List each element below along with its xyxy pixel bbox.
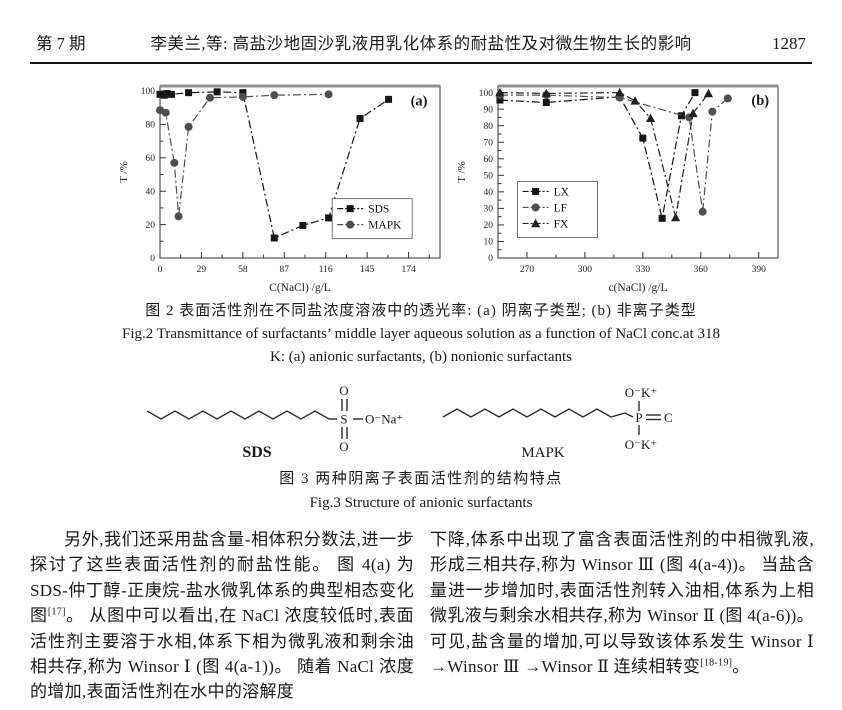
sds-atom-o-na: O⁻Na⁺ — [365, 412, 403, 427]
figure2-caption-en2: K: (a) anionic surfactants, (b) nonionic… — [270, 349, 572, 365]
svg-text:50: 50 — [484, 172, 494, 182]
mapk-atom-right: C — [664, 410, 673, 425]
figure2-charts: 0 29 58 87 116 145 174 0 20 40 60 80 100 C(NaCl) /g/L… — [60, 76, 842, 298]
svg-text:300: 300 — [578, 265, 593, 275]
body-text-segment: 下降,体系中出现了富含表面活性剂的中相微乳液,形成三相共存,称为 Winsor … — [430, 530, 814, 677]
page-header: 第 7 期 李美兰,等: 高盐沙地固沙乳液用乳化体系的耐盐性及对微生物生长的影响… — [0, 0, 842, 54]
svg-text:58: 58 — [238, 265, 248, 275]
x-axis-label: C(NaCl) /g/L — [269, 282, 331, 294]
svg-text:174: 174 — [401, 265, 416, 275]
legend-label-LF: LF — [554, 202, 567, 214]
svg-text:100: 100 — [479, 89, 494, 99]
legend-label-FX: FX — [554, 218, 569, 230]
page-number: 1287 — [772, 34, 806, 53]
citation-superscript: [18-19] — [700, 657, 733, 669]
mapk-atom-p: P — [635, 410, 642, 425]
sds-atom-s: S — [340, 412, 347, 427]
sds-bonds — [146, 399, 363, 439]
svg-text:330: 330 — [636, 265, 651, 275]
figure3-caption: 图 3 两种阴离子表面活性剂的结构特点 Fig.3 Structure of a… — [0, 467, 842, 515]
figure2-caption: 图 2 表面活性剂在不同盐浓度溶液中的透光率: (a) 阴离子类型; (b) 非… — [0, 300, 842, 369]
sds-atom-o-top: O — [339, 383, 348, 398]
svg-text:116: 116 — [319, 265, 333, 275]
citation-superscript: [17] — [47, 606, 66, 618]
legend-label-MAPK: MAPK — [368, 220, 402, 232]
svg-text:0: 0 — [488, 254, 493, 264]
x-axis-label: c(NaCl) /g/L — [608, 282, 667, 294]
body-left-column: 另外,我们还采用盐含量-相体积分数法,进一步探讨了这些表面活性剂的耐盐性能。 图… — [30, 527, 414, 705]
svg-text:87: 87 — [280, 265, 290, 275]
svg-text:0: 0 — [150, 254, 155, 264]
legend-label-LX: LX — [554, 186, 570, 198]
sds-structure-diagram: O S O O⁻Na⁺ SDS — [146, 383, 403, 461]
svg-text:100: 100 — [141, 87, 156, 97]
svg-text:60: 60 — [146, 154, 156, 164]
svg-text:0: 0 — [158, 265, 163, 275]
legend: SDS MAPK — [331, 198, 413, 240]
legend-label-SDS: SDS — [368, 204, 389, 216]
series-FX — [495, 88, 714, 222]
svg-text:90: 90 — [484, 105, 494, 115]
body-text-segment: 。 从图中可以看出,在 NaCl 浓度较低时,表面活性剂主要溶于水相,体系下相为… — [30, 606, 414, 702]
svg-text:30: 30 — [484, 205, 494, 215]
svg-text:40: 40 — [146, 187, 156, 197]
svg-text:70: 70 — [484, 138, 494, 148]
journal-issue: 第 7 期 — [36, 34, 86, 53]
y-axis-label: T /% — [118, 161, 130, 183]
mapk-atom-ok-top: O⁻K⁺ — [625, 385, 658, 400]
axes: 270 300 330 360 390 0 10 20 30 40 50 60 70 80 90 100 — [479, 84, 779, 275]
chart-b-transmittance-nonionic: 270 300 330 360 390 0 10 20 30 40 50 60 70 80 90 100 c(N… — [456, 84, 779, 294]
svg-text:60: 60 — [484, 155, 494, 165]
svg-text:80: 80 — [146, 121, 156, 131]
figure3-structures: O S O O⁻Na⁺ SDS O⁻K⁺ P O⁻K⁺ C — [0, 377, 842, 461]
svg-text:145: 145 — [360, 265, 375, 275]
body-text-segment: 另外,我们还采用盐含量-相体积分数法,进一步探讨了这些表面活性剂的耐盐性能。 图… — [30, 530, 414, 626]
panel-annotation: (a) — [411, 94, 428, 110]
svg-text:10: 10 — [484, 238, 494, 248]
svg-text:270: 270 — [520, 265, 535, 275]
svg-text:20: 20 — [484, 221, 494, 231]
body-text: 另外,我们还采用盐含量-相体积分数法,进一步探讨了这些表面活性剂的耐盐性能。 图… — [0, 515, 842, 705]
mapk-structure-diagram: O⁻K⁺ P O⁻K⁺ C MAPK — [442, 385, 673, 461]
mapk-bonds — [442, 401, 661, 435]
body-text-segment: 。 — [732, 657, 750, 677]
running-title: 李美兰,等: 高盐沙地固沙乳液用乳化体系的耐盐性及对微生物生长的影响 — [150, 34, 692, 53]
figure3-caption-en: Fig.3 Structure of anionic surfactants — [309, 495, 533, 511]
mapk-label: MAPK — [521, 445, 565, 461]
sds-label: SDS — [242, 444, 271, 461]
header-rule — [30, 62, 812, 64]
svg-text:29: 29 — [197, 265, 207, 275]
mapk-atom-ok-bottom: O⁻K⁺ — [625, 437, 658, 452]
series-MAPK — [156, 90, 333, 221]
body-right-column: 下降,体系中出现了富含表面活性剂的中相微乳液,形成三相共存,称为 Winsor … — [430, 527, 814, 705]
sds-atom-o-bottom: O — [339, 439, 348, 454]
figure2-caption-en1: Fig.2 Transmittance of surfactants’ midd… — [122, 326, 720, 342]
svg-text:390: 390 — [752, 265, 767, 275]
y-axis-label: T /% — [456, 161, 468, 183]
figure3-caption-zh: 图 3 两种阴离子表面活性剂的结构特点 — [279, 471, 563, 487]
legend: LX LF FX — [517, 181, 598, 238]
axes: 0 29 58 87 116 145 174 0 20 40 60 80 100 — [141, 84, 441, 275]
svg-text:40: 40 — [484, 188, 494, 198]
svg-text:80: 80 — [484, 122, 494, 132]
chart-a-transmittance-anionic: 0 29 58 87 116 145 174 0 20 40 60 80 100 C(NaCl) /g/L… — [118, 84, 441, 294]
svg-text:20: 20 — [146, 221, 156, 231]
panel-annotation: (b) — [751, 93, 769, 109]
figure2-caption-zh: 图 2 表面活性剂在不同盐浓度溶液中的透光率: (a) 阴离子类型; (b) 非… — [145, 303, 697, 319]
svg-text:360: 360 — [694, 265, 709, 275]
